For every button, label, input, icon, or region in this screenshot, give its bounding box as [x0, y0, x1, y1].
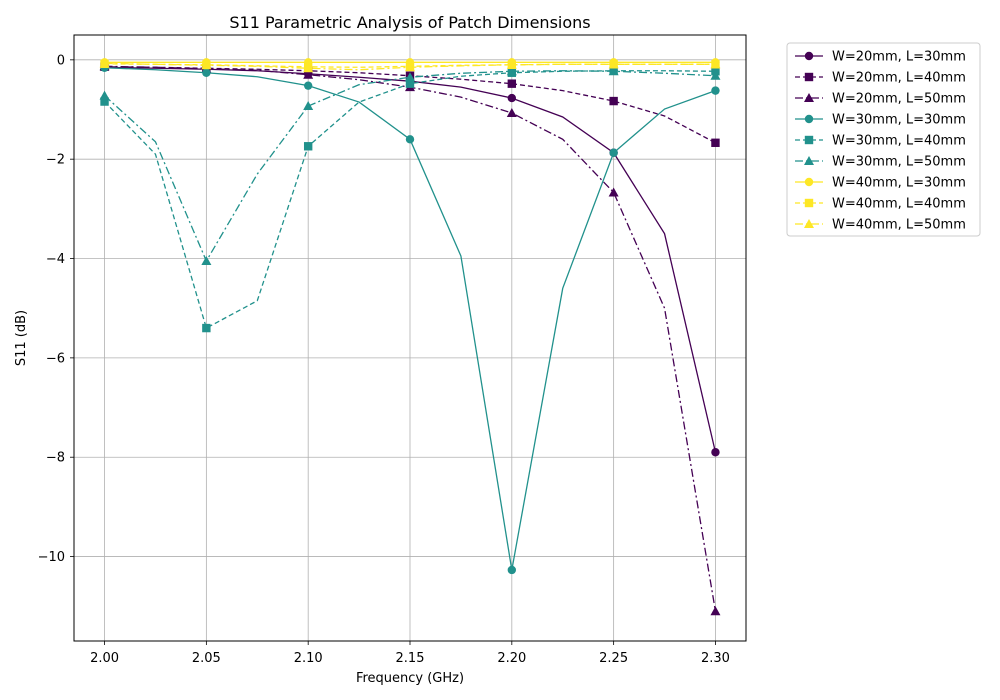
data-point-marker: [303, 81, 313, 90]
data-point-marker: [711, 138, 720, 147]
data-point-marker: [303, 63, 314, 73]
series-6: [99, 66, 721, 266]
data-point-marker: [201, 60, 212, 70]
x-tick-label: 2.05: [192, 651, 221, 666]
data-point-marker: [507, 79, 517, 88]
data-point-marker: [303, 142, 313, 151]
data-point-marker: [711, 448, 720, 457]
y-tick-label: −2: [46, 153, 65, 168]
ticks: 2.00 2.05 2.10 2.15 2.20 2.25 2.30 0 −2 −4 −6 −8 −10: [38, 53, 730, 666]
x-tick-label: 2.20: [497, 651, 526, 666]
legend-marker: [804, 114, 814, 124]
legend-label: W=40mm, L=50mm: [832, 218, 966, 233]
legend-entry: W=20mm, L=40mm: [795, 71, 966, 86]
y-axis-title: S11 (dB): [14, 310, 29, 366]
legend-marker: [804, 72, 814, 82]
y-tick-label: −8: [46, 451, 65, 466]
data-point-marker: [507, 93, 517, 103]
legend: W=20mm, L=30mm W=20mm, L=40mm W=20mm, L=50…: [786, 42, 981, 237]
x-tick-label: 2.25: [599, 651, 628, 666]
data-point-marker: [100, 97, 109, 106]
legend-label: W=20mm, L=40mm: [832, 71, 966, 86]
data-point-marker: [405, 72, 415, 82]
legend-entry: W=40mm, L=30mm: [795, 176, 966, 191]
legend-marker: [804, 177, 814, 187]
legend-label: W=20mm, L=50mm: [832, 92, 966, 107]
data-point-marker: [609, 148, 618, 157]
data-point-marker: [608, 59, 619, 69]
data-point-marker: [506, 107, 517, 117]
data-point-marker: [710, 59, 721, 69]
y-tick-label: 0: [57, 53, 65, 68]
legend-entry: W=30mm, L=40mm: [795, 134, 966, 149]
data-point-marker: [405, 135, 415, 144]
legend-marker: [804, 93, 814, 102]
data-point-marker: [303, 69, 314, 79]
legend-marker: [804, 219, 814, 228]
legend-label: W=30mm, L=50mm: [832, 155, 966, 170]
legend-label: W=40mm, L=30mm: [832, 176, 966, 191]
x-axis-title: Frequency (GHz): [356, 671, 464, 686]
data-point-marker: [405, 79, 415, 88]
legend-marker: [804, 198, 814, 208]
data-point-marker: [609, 96, 618, 106]
legend-entry: W=30mm, L=50mm: [795, 155, 966, 170]
legend-entry: W=40mm, L=40mm: [795, 197, 966, 212]
data-point-marker: [303, 101, 314, 111]
legend-entry: W=30mm, L=30mm: [795, 113, 966, 128]
legend-label: W=20mm, L=30mm: [832, 50, 966, 65]
data-point-marker: [506, 66, 517, 76]
legend-label: W=30mm, L=30mm: [832, 113, 966, 128]
data-point-marker: [711, 86, 720, 95]
data-point-marker: [99, 90, 110, 100]
chart-title: S11 Parametric Analysis of Patch Dimensi…: [229, 13, 590, 32]
y-tick-label: −4: [46, 252, 65, 267]
x-tick-label: 2.30: [701, 651, 730, 666]
grid: [74, 35, 746, 641]
y-tick-label: −6: [46, 351, 65, 366]
data-point-marker: [608, 66, 619, 76]
data-point-marker: [202, 323, 211, 333]
legend-frame: [786, 42, 981, 237]
series-9: [99, 58, 721, 73]
data-point-marker: [202, 68, 211, 77]
legend-marker: [804, 135, 814, 145]
data-point-marker: [506, 59, 517, 69]
data-point-marker: [710, 70, 721, 80]
legend-label: W=30mm, L=40mm: [832, 134, 966, 149]
data-point-marker: [608, 187, 619, 197]
data-point-marker: [405, 62, 415, 72]
legend-entry: W=40mm, L=50mm: [795, 218, 966, 233]
x-tick-label: 2.00: [90, 651, 119, 666]
legend-entry: W=20mm, L=50mm: [795, 92, 966, 107]
data-point-marker: [507, 565, 517, 575]
x-tick-label: 2.10: [294, 651, 323, 666]
legend-label: W=40mm, L=40mm: [832, 197, 966, 212]
data-point-marker: [201, 256, 212, 266]
legend-marker: [804, 51, 814, 61]
data-point-marker: [99, 58, 110, 68]
data-point-marker: [710, 606, 721, 616]
series-group: [99, 58, 721, 616]
legend-entry: W=20mm, L=30mm: [795, 50, 966, 65]
x-tick-label: 2.15: [396, 651, 425, 666]
legend-marker: [804, 156, 814, 165]
y-tick-label: −10: [38, 550, 65, 565]
